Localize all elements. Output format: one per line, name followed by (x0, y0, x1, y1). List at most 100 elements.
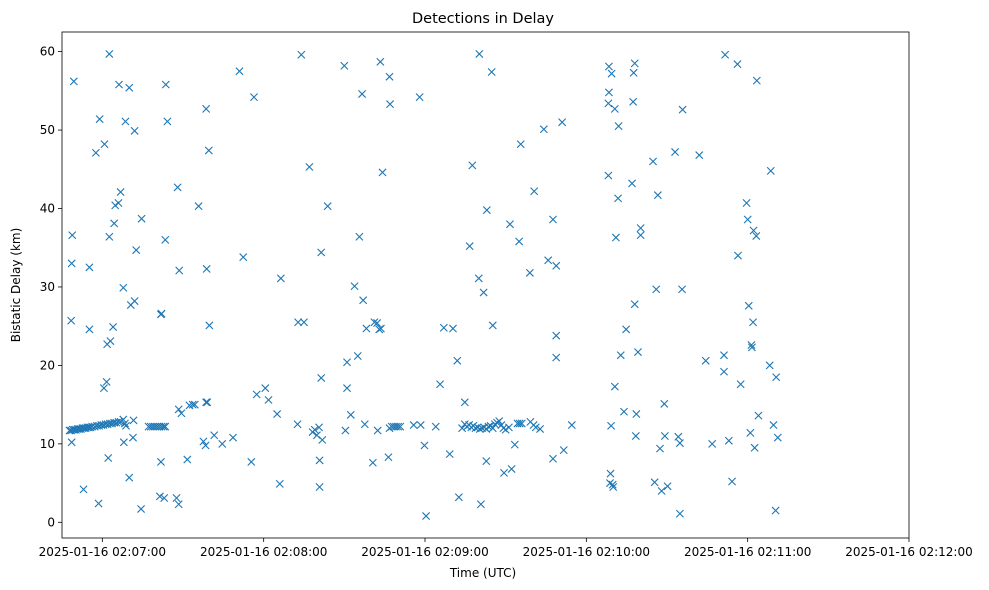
data-point (517, 419, 526, 428)
data-point (487, 68, 496, 76)
data-point (173, 183, 182, 192)
data-point (161, 80, 170, 89)
data-point (163, 117, 172, 126)
data-point (378, 168, 387, 177)
data-point (261, 384, 270, 393)
x-tick-label: 2025-01-16 02:12:00 (845, 545, 972, 559)
data-point (340, 61, 349, 70)
x-tick-label: 2025-01-16 02:09:00 (361, 545, 488, 559)
data-point (539, 125, 548, 134)
data-point (495, 417, 504, 426)
data-point (631, 432, 640, 441)
data-point (375, 325, 384, 334)
data-point (439, 323, 448, 332)
data-point (742, 199, 751, 208)
data-point (552, 261, 561, 270)
data-point (656, 444, 664, 453)
y-tick-label: 60 (40, 45, 55, 59)
data-point (558, 118, 567, 127)
data-point (482, 457, 491, 466)
data-point (205, 321, 214, 330)
data-point (468, 161, 477, 170)
y-tick-label: 30 (40, 280, 55, 294)
data-point (454, 493, 463, 502)
data-point (115, 80, 123, 89)
x-tick-label: 2025-01-16 02:11:00 (684, 545, 811, 559)
data-point (628, 179, 637, 188)
data-point (201, 441, 210, 450)
data-point (458, 424, 467, 433)
data-point (773, 433, 782, 442)
y-tick-label: 0 (47, 515, 55, 529)
data-point (114, 199, 123, 208)
data-point (436, 380, 445, 389)
data-point (350, 282, 359, 291)
data-point (606, 469, 615, 478)
data-point (475, 424, 484, 433)
data-point (202, 398, 211, 407)
data-point (649, 157, 658, 166)
data-point (552, 353, 561, 362)
data-point (116, 188, 125, 197)
data-point (85, 263, 94, 272)
data-point (544, 256, 553, 265)
data-point (616, 351, 625, 360)
y-tick-label: 10 (40, 437, 55, 451)
data-point (453, 356, 462, 365)
data-point (416, 421, 425, 430)
data-point (749, 318, 758, 327)
data-point (190, 400, 199, 409)
data-point (607, 69, 616, 78)
data-point (293, 420, 302, 429)
data-point (736, 380, 745, 389)
data-point (744, 301, 753, 310)
data-point (300, 318, 308, 327)
data-point (235, 67, 244, 76)
data-point (229, 433, 238, 442)
data-point (315, 483, 324, 491)
x-tick-label: 2025-01-16 02:08:00 (200, 545, 327, 559)
data-point (297, 50, 306, 59)
data-point (629, 68, 638, 77)
y-tick-label: 20 (40, 358, 55, 372)
data-point (531, 423, 540, 432)
chart-title: Detections in Delay (412, 11, 554, 27)
data-point (106, 337, 115, 346)
data-point (247, 457, 256, 466)
data-point (384, 453, 393, 462)
data-point (501, 425, 510, 434)
y-tick-label: 40 (40, 202, 55, 216)
data-point (510, 440, 519, 449)
data-point (79, 485, 88, 494)
data-point (386, 100, 395, 109)
data-point (67, 259, 76, 268)
data-point (341, 426, 350, 435)
data-point (105, 49, 114, 58)
x-axis-ticks: 2025-01-16 02:07:00 2025-01-16 02:08:00 20… (39, 538, 973, 559)
data-point (161, 235, 170, 244)
data-point (68, 231, 77, 240)
data-point (619, 407, 628, 416)
data-point (448, 324, 457, 333)
data-point (504, 423, 513, 432)
data-point (484, 422, 493, 431)
data-point (653, 191, 662, 200)
data-point (111, 201, 120, 210)
data-point (183, 455, 192, 464)
data-point (318, 435, 327, 444)
data-point (85, 325, 94, 334)
data-point (67, 438, 76, 447)
data-point (674, 432, 683, 441)
data-point (604, 62, 613, 71)
data-point (174, 500, 183, 509)
data-point (100, 140, 109, 149)
data-point (203, 398, 212, 407)
data-point (604, 171, 613, 180)
data-point (475, 49, 484, 58)
data-point (252, 390, 261, 399)
data-point (415, 93, 424, 102)
data-point (104, 453, 113, 462)
data-points (65, 49, 782, 521)
data-point (317, 373, 326, 382)
data-point (119, 283, 128, 292)
